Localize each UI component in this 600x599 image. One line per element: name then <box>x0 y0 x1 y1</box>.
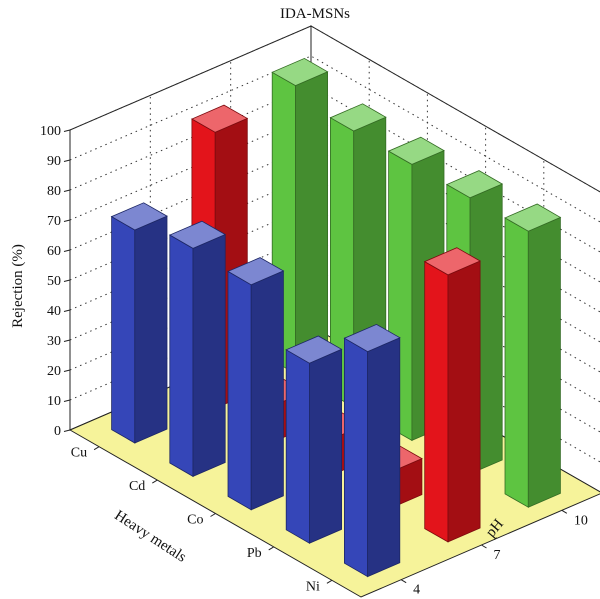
chart-labels: IDA-MSNs Rejection (%) Heavy metals pH 0… <box>10 6 588 598</box>
x-tick-mark <box>152 479 158 484</box>
z-tick-label: 90 <box>47 154 61 169</box>
bar-face-right <box>250 270 284 511</box>
z-axis-label: Rejection (%) <box>10 244 26 328</box>
bar-face-top <box>423 247 481 276</box>
z-tick-mark <box>63 309 71 312</box>
z-tick-mark <box>63 189 71 192</box>
x-tick-label: Cd <box>129 479 145 494</box>
z-tick-mark <box>63 339 71 342</box>
z-tick-label: 40 <box>47 304 61 319</box>
x-tick-label: Pb <box>247 546 262 561</box>
z-tick-mark <box>63 429 71 432</box>
x-tick-label: Ni <box>306 579 320 594</box>
bar-face-top <box>329 103 387 132</box>
bar-face-right <box>134 215 168 444</box>
bar-face-top <box>285 335 343 364</box>
z-tick-mark <box>63 219 71 222</box>
x-tick-label: Co <box>187 513 203 528</box>
z-tick-label: 0 <box>54 424 61 439</box>
bar-cu-ph4 <box>110 202 168 444</box>
bar-face-left <box>343 337 369 578</box>
z-tick-mark <box>63 249 71 252</box>
z-tick-label: 30 <box>47 334 61 349</box>
z-tick-label: 60 <box>47 244 61 259</box>
bar-face-top <box>504 203 562 232</box>
bar-co-ph4 <box>227 257 285 511</box>
y-tick-mark <box>561 509 568 514</box>
z-tick-label: 80 <box>47 184 61 199</box>
bar-cd-ph4 <box>168 220 227 478</box>
chart-title: IDA-MSNs <box>280 6 350 22</box>
z-tick-mark <box>63 159 71 162</box>
bar-face-top <box>110 202 168 231</box>
y-tick-label: 10 <box>574 513 588 528</box>
bar-face-right <box>447 260 481 543</box>
bar-pb-ph4 <box>285 335 343 544</box>
x-tick-mark <box>268 546 274 551</box>
bar-face-left <box>285 349 310 544</box>
y-tick-label: 4 <box>413 583 420 598</box>
x-tick-mark <box>210 513 216 517</box>
bar-face-right <box>295 71 329 375</box>
z-tick-label: 10 <box>47 394 61 409</box>
bar-face-top <box>271 57 329 87</box>
bar-face-left <box>111 215 136 444</box>
x-axis-label: Heavy metals <box>111 508 189 566</box>
z-tick-mark <box>63 399 71 402</box>
y-tick-label: 7 <box>494 548 501 563</box>
bar-face-top <box>168 220 227 249</box>
bar-face-left <box>169 234 194 478</box>
bar-face-right <box>527 216 561 508</box>
bar-face-right <box>367 337 401 578</box>
x-tick-mark <box>326 579 333 584</box>
bar-ni-ph4 <box>343 323 401 578</box>
z-tick-label: 70 <box>47 214 61 229</box>
bar-face-right <box>308 348 343 544</box>
bar-ni-ph7 <box>423 247 481 543</box>
z-tick-label: 100 <box>40 124 61 139</box>
bar-face-top <box>343 323 401 353</box>
bar-face-top <box>445 170 504 199</box>
chart-bars <box>110 57 562 578</box>
y-tick-mark <box>481 544 487 549</box>
y-tick-mark <box>400 579 407 584</box>
x-tick-mark <box>93 446 100 451</box>
bar-face-top <box>227 257 285 286</box>
bar-face-right <box>192 233 226 478</box>
z-tick-label: 20 <box>47 364 61 379</box>
bar-face-left <box>424 260 449 543</box>
bar-ni-ph10 <box>504 203 562 508</box>
bar-face-top <box>191 104 249 133</box>
z-tick-mark <box>63 129 71 132</box>
z-tick-label: 50 <box>47 274 61 289</box>
x-tick-label: Cu <box>71 446 87 461</box>
z-tick-mark <box>63 369 71 372</box>
bar-face-left <box>504 217 529 508</box>
z-tick-mark <box>63 279 71 282</box>
bar-face-left <box>227 270 252 511</box>
bar-face-top <box>387 136 445 165</box>
